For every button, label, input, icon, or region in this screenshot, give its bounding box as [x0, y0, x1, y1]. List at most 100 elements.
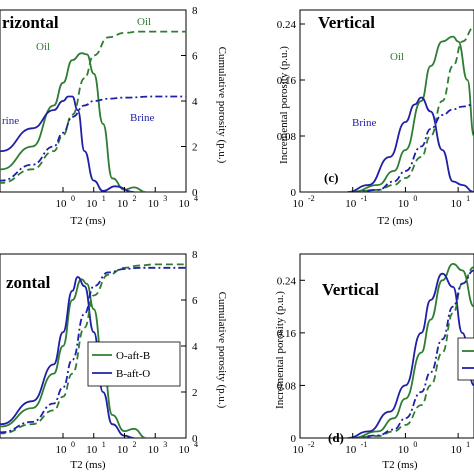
- series-label-brine: Brine: [352, 117, 377, 129]
- panel-top-left-title: rizontal: [2, 13, 59, 32]
- panel-top-right-y-tick-label: 0.08: [277, 131, 297, 143]
- panel-bottom-right-y-tick-label: 0.08: [277, 380, 297, 392]
- legend-box: [87, 341, 181, 387]
- panel-bottom-right-series-group: [347, 262, 474, 438]
- legend-label-b-aft-o: B-aft-O: [116, 368, 150, 380]
- panel-bottom-left-x-tick-label: 10: [148, 444, 160, 456]
- panel-bottom-right-x-tick-exponent: 0: [413, 440, 417, 449]
- series-label-oil-solid: Oil: [36, 41, 50, 53]
- panel-bottom-left-x-tick-exponent: 3: [163, 440, 167, 449]
- panel-bottom-right-x-tick-label: 10: [293, 444, 305, 456]
- panel-bottom-left-x-tick-label: 10: [117, 444, 129, 456]
- panel-top-left-xlabel: T2 (ms): [70, 215, 105, 227]
- panel-bottom-right-tag: (d): [328, 430, 344, 445]
- panel-top-left-x-tick-label: 10: [117, 198, 129, 210]
- panel-top-left-y-right-tick-label: 0: [192, 187, 198, 199]
- panel-bottom-left-ylabel-right: Cumulative porosity (p.u.): [216, 292, 228, 409]
- panel-top-right-series-2-dashed-line: [352, 26, 474, 192]
- panel-top-left-y-right-tick-label: 4: [192, 96, 198, 108]
- panel-bottom-left-x-tick-label: 10: [56, 444, 68, 456]
- panel-bottom-right-y-tick-label: 0: [291, 433, 297, 445]
- panel-top-right-x-tick-label: 10: [398, 198, 410, 210]
- panel-bottom-right-x-tick-exponent: -2: [308, 440, 315, 449]
- series-label-brine-solid: rine: [2, 115, 19, 127]
- panel-bottom-left-legend: O-aft-B B-aft-O: [87, 341, 181, 387]
- panel-bottom-left-series-0-solid-line: [0, 278, 147, 438]
- panel-top-left-x-tick-label: 10: [148, 198, 160, 210]
- panel-top-right-x-tick-exponent: -2: [308, 194, 315, 203]
- panel-bottom-right-title: Vertical: [322, 280, 379, 299]
- panel-bottom-left-y-right-tick-label: 4: [192, 341, 198, 353]
- panel-top-left-x-tick-label: 10: [86, 198, 98, 210]
- panel-bottom-right-x-tick-label: 10: [345, 444, 357, 456]
- panel-top-left-series-3-dashdot-line: [0, 95, 186, 182]
- panel-top-right-x-tick-exponent: 1: [466, 194, 470, 203]
- panel-bottom-right-xlabel: T2 (ms): [382, 459, 417, 471]
- panel-bottom-left-series-3-dashdot-line: [0, 266, 186, 434]
- panel-bottom-right-ylabel: Incremental porosity (p.u.): [274, 291, 286, 409]
- panel-bottom-left-title: zontal: [6, 273, 51, 292]
- panel-top-right-frame: [299, 9, 474, 193]
- panel-top-right-series-1-solid-line: [347, 96, 474, 192]
- panel-top-right-ylabel: Incremental porosity (p.u.): [278, 46, 290, 164]
- panel-top-right-x-tick-label: 10: [293, 198, 305, 210]
- panel-top-left-series-1-solid-line: [0, 95, 134, 192]
- panel-top-left-x-tick-exponent: 0: [71, 194, 75, 203]
- panel-bottom-left-series-group: [0, 263, 186, 438]
- panel-bottom-left-y-right-tick-label: 6: [192, 295, 198, 307]
- panel-top-left-series-2-dashed-line: [0, 30, 186, 184]
- panel-bottom-left-y-right-tick-label: 8: [192, 249, 198, 261]
- panel-bottom-right-x-tick-label: 10: [451, 444, 463, 456]
- panel-top-right-x-tick-exponent: -1: [361, 194, 368, 203]
- panel-bottom-right-series-3-dashdot-line: [352, 269, 474, 438]
- series-label-brine-dashed: Brine: [130, 112, 155, 124]
- panel-top-right-title: Vertical: [318, 13, 375, 32]
- panel-top-right-y-tick-label: 0: [291, 187, 297, 199]
- panel-top-right-y-tick-label: 0.24: [277, 19, 297, 31]
- panel-top-left-x-tick-label: 10: [179, 198, 191, 210]
- panel-bottom-left-x-tick-exponent: 1: [102, 440, 106, 449]
- panel-top-right-series-3-dashdot-line: [352, 103, 474, 192]
- panel-bottom-left-x-tick-label: 10: [86, 444, 98, 456]
- panel-top-left-x-tick-label: 10: [56, 198, 68, 210]
- series-label-oil-dashed: Oil: [137, 16, 151, 28]
- panel-bottom-right-x-tick-label: 10: [398, 444, 410, 456]
- panel-top-right-series-group: [347, 26, 474, 192]
- panel-bottom-right-y-tick-label: 0.16: [277, 328, 297, 340]
- panel-top-right-xlabel: T2 (ms): [377, 215, 412, 227]
- panel-top-left-x-tick-exponent: 1: [102, 194, 106, 203]
- panel-bottom-left-xlabel: T2 (ms): [70, 459, 105, 471]
- series-label-oil: Oil: [390, 51, 404, 63]
- panel-bottom-right-x-tick-exponent: -1: [361, 440, 368, 449]
- panel-bottom-left-x-tick-exponent: 0: [71, 440, 75, 449]
- panel-top-left-y-right-tick-label: 2: [192, 142, 198, 154]
- panel-top-left-series-group: [0, 30, 186, 192]
- panel-bottom-left-y-right-tick-label: 2: [192, 387, 198, 399]
- panel-top-right-x-tick-exponent: 0: [413, 194, 417, 203]
- panel-top-left-x-tick-exponent: 2: [133, 194, 137, 203]
- panel-bottom-right-series-1-solid-line: [347, 272, 474, 438]
- panel-top-right-x-tick-label: 10: [451, 198, 463, 210]
- panel-bottom-left-series-1-solid-line: [0, 276, 134, 438]
- legend-box: [457, 337, 474, 381]
- panel-bottom-left-y-right-tick-label: 0: [192, 433, 198, 445]
- panel-top-left-y-right-tick-label: 6: [192, 51, 198, 63]
- legend-label-o-aft-b: O-aft-B: [116, 350, 150, 362]
- panel-top-right-x-tick-label: 10: [345, 198, 357, 210]
- panel-bottom-left-series-2-dashed-line: [0, 263, 186, 435]
- panel-top-left-ylabel-right: Cumulative porosity (p.u.): [216, 47, 228, 164]
- panel-bottom-left-x-tick-label: 10: [179, 444, 191, 456]
- panel-top-right-y-tick-label: 0.16: [277, 75, 297, 87]
- panel-top-right-tag: (c): [324, 170, 338, 185]
- panel-bottom-right-x-tick-exponent: 1: [466, 440, 470, 449]
- panel-bottom-right-frame: [299, 253, 474, 439]
- panel-bottom-right-series-0-solid-line: [352, 262, 474, 438]
- panel-top-left-x-tick-exponent: 4: [194, 194, 198, 203]
- panel-bottom-left-x-tick-exponent: 4: [194, 440, 198, 449]
- panel-top-right-series-0-solid-line: [352, 35, 474, 192]
- panel-bottom-right-y-tick-label: 0.24: [277, 275, 297, 287]
- series-layer: [0, 26, 474, 438]
